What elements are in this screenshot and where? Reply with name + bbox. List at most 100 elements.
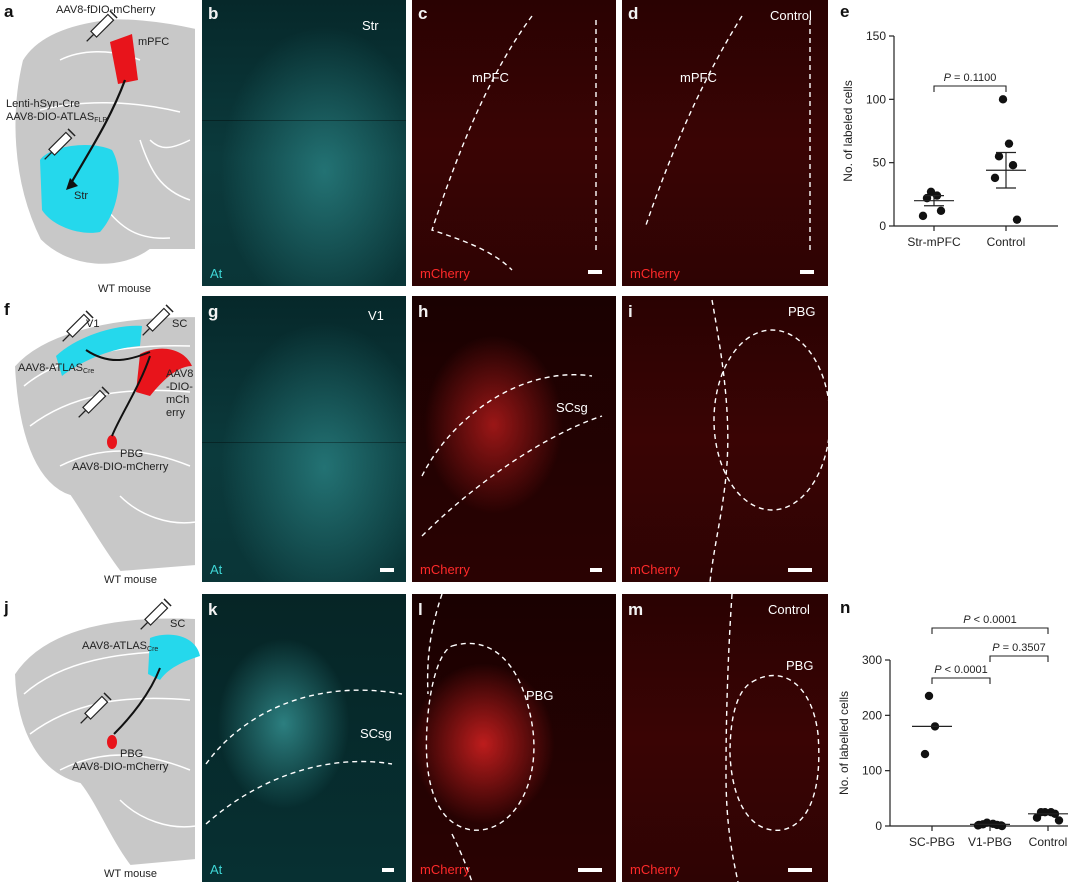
pbg-region	[107, 435, 117, 449]
y-tick-label: 300	[862, 653, 882, 667]
region-label-mpfc: mPFC	[138, 36, 170, 48]
virus-label-left-1: Lenti-hSyn-Cre	[6, 98, 80, 110]
virus-label-bottom: AAV8-DIO-mCherry	[72, 461, 169, 473]
mouse-label: WT mouse	[104, 868, 157, 880]
mouse-label: WT mouse	[104, 574, 157, 586]
y-tick-label: 0	[879, 219, 886, 233]
mpfc-region	[110, 34, 138, 84]
channel-label: At	[210, 862, 223, 877]
data-point	[924, 691, 934, 701]
data-point	[1012, 215, 1022, 224]
region-label-str: Str	[74, 190, 89, 202]
p-value-text: = 0.1100	[951, 72, 996, 84]
pbg-region	[107, 735, 117, 749]
panel-letter-n: n	[840, 598, 851, 617]
data-point	[973, 821, 983, 830]
x-tick-label: Str-mPFC	[907, 235, 961, 249]
region-label-pbg: PBG	[120, 448, 144, 460]
p-value-symbol: P	[934, 664, 942, 676]
virus-label-right-1: AAV8	[166, 368, 194, 380]
p-value-symbol: P	[963, 614, 971, 626]
scale-bar	[590, 568, 602, 572]
syringe-icon	[142, 304, 174, 336]
mouse-label: WT mouse	[98, 283, 151, 295]
data-point	[997, 821, 1007, 831]
y-tick-label: 50	[873, 156, 887, 170]
scale-bar	[800, 270, 814, 274]
image-panel-g: g V1 At	[202, 296, 406, 582]
region-label: V1	[368, 308, 384, 323]
image-panel-i: i PBG mCherry	[622, 296, 828, 582]
virus-label-right-2: -DIO-	[166, 381, 193, 393]
str-region	[40, 145, 119, 233]
image-panel-c: c mPFC mCherry	[412, 0, 616, 286]
image-panel-l: l PBG mCherry	[412, 594, 616, 882]
y-axis-label: No. of labeled cells	[841, 80, 855, 181]
channel-label: mCherry	[630, 862, 680, 877]
region-label: mPFC	[680, 70, 717, 85]
virus-label-bottom: AAV8-DIO-mCherry	[72, 761, 169, 773]
p-value-label: P < 0.0001	[963, 614, 1017, 626]
corner-label: Control	[770, 8, 812, 23]
chart-e: 0 50 100 150 No. of labeled cells Str-mPFC Con…	[841, 29, 1058, 249]
panel-letter-c: c	[418, 4, 428, 23]
region-label: PBG	[786, 658, 814, 673]
region-label-v1: V1	[86, 318, 100, 330]
region-label: SCsg	[360, 726, 392, 741]
syringe-icon	[140, 598, 172, 630]
data-point	[994, 152, 1004, 161]
chart-n: 0 100 200 300 No. of labelled cells SC-PBG V1-…	[837, 614, 1068, 849]
scale-bar	[380, 568, 394, 572]
image-panel-h: h SCsg mCherry	[412, 296, 616, 582]
comparison-bracket	[989, 655, 1049, 662]
virus-label-right-3: mCh	[166, 394, 190, 406]
region-label: SCsg	[556, 400, 588, 415]
data-point	[1004, 139, 1014, 148]
data-point	[998, 95, 1008, 104]
comparison-bracket	[931, 677, 991, 684]
panel-letter-i: i	[628, 302, 633, 321]
scale-bar	[588, 270, 602, 274]
channel-label: At	[210, 266, 223, 281]
syringe-icon	[44, 128, 76, 160]
x-tick-label: Control	[987, 235, 1026, 249]
p-value-symbol: P	[992, 642, 1000, 654]
brain-schematic-j	[12, 598, 200, 868]
scale-bar	[578, 868, 602, 872]
y-tick-label: 0	[875, 819, 882, 833]
data-point	[1054, 816, 1064, 825]
virus-label-top: AAV8-fDIO-mCherry	[56, 4, 156, 16]
y-tick-label: 100	[866, 92, 886, 106]
virus-label-right-4: erry	[166, 407, 185, 419]
data-point	[990, 173, 1000, 183]
image-panel-b: b Str At	[202, 0, 406, 286]
panel-letter-a: a	[4, 2, 14, 21]
virus-label-left-2: AAV8-DIO-ATLASFLP	[6, 111, 108, 124]
image-panel-m: m Control PBG mCherry	[622, 594, 828, 882]
x-tick-label: SC-PBG	[909, 835, 955, 849]
x-tick-label: Control	[1029, 835, 1068, 849]
y-axis-label: No. of labelled cells	[837, 691, 851, 795]
region-label: Str	[362, 18, 379, 33]
data-point	[920, 749, 930, 759]
brain-schematic-f	[12, 304, 197, 574]
virus-label-top: AAV8-ATLASCre	[82, 640, 159, 653]
channel-label: mCherry	[630, 562, 680, 577]
panel-letter-m: m	[628, 600, 644, 619]
channel-label: At	[210, 562, 223, 577]
x-tick-label: V1-PBG	[968, 835, 1012, 849]
y-tick-label: 100	[862, 764, 882, 778]
scale-bar	[382, 868, 394, 872]
panel-letter-d: d	[628, 4, 639, 23]
p-value-text: = 0.3507	[1000, 642, 1046, 654]
p-value-text: < 0.0001	[971, 614, 1017, 626]
syringe-icon	[80, 692, 112, 724]
v1-region	[56, 325, 142, 376]
channel-label: mCherry	[630, 266, 680, 281]
scale-bar	[788, 868, 812, 872]
syringe-icon	[78, 386, 110, 418]
panel-letter-f: f	[4, 300, 10, 319]
p-value-label: P = 0.1100	[944, 72, 997, 84]
comparison-bracket	[931, 627, 1049, 634]
data-point	[936, 206, 946, 215]
